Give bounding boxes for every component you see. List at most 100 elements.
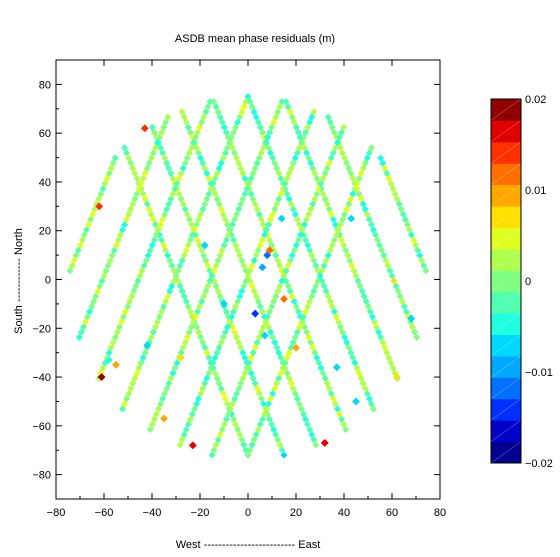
data-point [364, 303, 372, 311]
data-point [320, 262, 328, 270]
data-point [117, 318, 126, 326]
data-point [368, 313, 376, 321]
data-point [409, 323, 417, 331]
data-point [167, 195, 175, 203]
data-point [182, 425, 190, 434]
data-point [213, 374, 221, 382]
data-point [165, 164, 173, 172]
data-point [385, 354, 393, 362]
data-point [179, 164, 187, 172]
data-point [273, 379, 281, 387]
y-tick-label: −60 [32, 421, 51, 433]
colorbar-segment [491, 206, 521, 228]
data-point [292, 123, 300, 131]
colorbar: 0.02 0.01 0 −0.01 −0.02 [490, 94, 553, 470]
data-point [161, 390, 169, 398]
data-point [304, 303, 312, 311]
data-point [365, 395, 373, 403]
data-point [147, 333, 155, 341]
data-point [266, 308, 274, 316]
data-point [280, 272, 288, 280]
data-point [312, 262, 320, 270]
data-point [182, 118, 190, 126]
colorbar-hatch [490, 270, 522, 292]
data-point [282, 267, 290, 275]
colorbar-segment [491, 99, 521, 121]
data-point [280, 295, 288, 303]
data-point [274, 436, 282, 444]
data-point [296, 231, 304, 239]
data-point [225, 139, 234, 147]
data-point [236, 113, 244, 121]
data-point [241, 190, 249, 198]
data-point [342, 425, 350, 434]
data-point [285, 349, 293, 357]
data-point [198, 297, 206, 305]
data-point [178, 287, 186, 295]
data-point [188, 410, 196, 418]
data-point [373, 323, 381, 331]
data-point [237, 344, 245, 352]
data-point [220, 299, 228, 308]
data-point [302, 128, 310, 136]
data-point [312, 282, 320, 290]
colorbar-hatch [490, 227, 522, 250]
data-point [359, 164, 367, 172]
data-point [273, 200, 281, 208]
data-point [109, 338, 117, 346]
data-point [257, 149, 265, 157]
data-point [241, 174, 249, 183]
data-point [290, 246, 298, 254]
data-point [376, 241, 384, 249]
data-point [367, 144, 375, 152]
data-point [291, 390, 299, 398]
data-point [106, 256, 114, 265]
data-point [309, 164, 317, 172]
data-point [294, 236, 302, 244]
data-point [240, 282, 248, 290]
data-point [257, 395, 265, 403]
data-point [277, 174, 285, 183]
colorbar-hatch [490, 377, 522, 400]
data-point [315, 185, 323, 193]
data-point [312, 441, 320, 449]
data-point [386, 267, 394, 275]
data-point [290, 118, 298, 126]
data-point [311, 195, 319, 203]
data-point [203, 195, 211, 203]
data-point [336, 134, 344, 142]
data-point [141, 169, 149, 177]
data-point [294, 308, 302, 316]
data-point [148, 123, 156, 131]
data-point [98, 277, 106, 285]
data-point [357, 169, 365, 177]
data-point [383, 349, 391, 357]
data-point [219, 210, 227, 218]
data-point [248, 441, 256, 449]
data-point [251, 309, 260, 318]
data-point [168, 262, 176, 270]
x-tick-label: −40 [143, 507, 162, 519]
data-point [244, 451, 252, 459]
data-point [101, 180, 109, 188]
data-point [377, 333, 385, 341]
data-point [158, 308, 166, 316]
data-point [382, 256, 390, 265]
data-point [345, 200, 353, 208]
data-point [212, 282, 220, 290]
data-point [302, 236, 310, 244]
data-point [250, 436, 258, 444]
data-point [272, 431, 280, 439]
data-point [234, 297, 242, 305]
data-point [389, 364, 397, 372]
data-point [105, 349, 113, 357]
data-point [182, 246, 190, 254]
data-point [306, 425, 314, 434]
data-point [305, 333, 313, 341]
x-tick-label: −80 [47, 507, 66, 519]
x-tick-label: 80 [434, 507, 446, 519]
data-point [405, 226, 414, 234]
data-point [123, 395, 131, 403]
y-tick-label: −20 [32, 323, 51, 335]
data-point [230, 236, 238, 244]
